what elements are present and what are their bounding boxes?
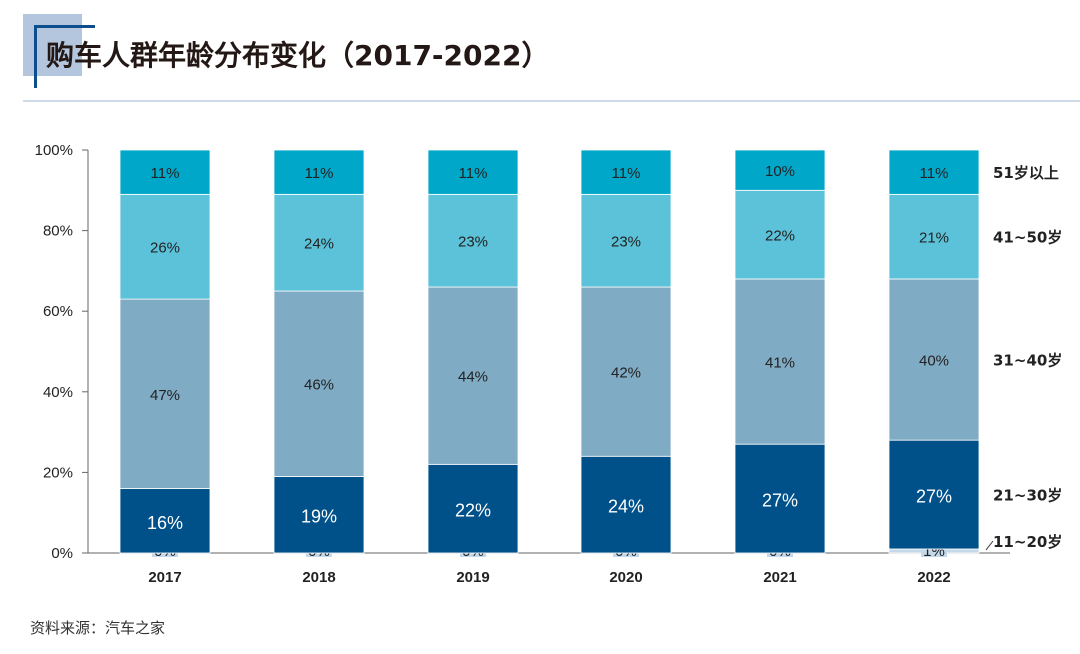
title-decoration-line [34, 25, 95, 28]
data-label: 24% [608, 497, 644, 517]
data-label: 27% [762, 491, 798, 511]
x-tick-label: 2020 [609, 569, 642, 586]
x-tick-label: 2018 [302, 569, 335, 586]
data-label: 11% [459, 165, 488, 182]
data-label: 47% [150, 387, 180, 404]
bar-segment [119, 298, 211, 489]
bar-segment [273, 149, 365, 195]
legend-label: 11~20岁 [993, 533, 1062, 551]
legend-label: 31~40岁 [993, 352, 1062, 370]
bar-segment [273, 193, 365, 292]
data-label: 22% [765, 228, 795, 245]
bar-segment [273, 476, 365, 554]
bar-segment [888, 439, 980, 550]
bar-segment [734, 443, 826, 554]
title-divider [23, 100, 1080, 102]
data-label: 22% [455, 501, 491, 521]
bar-segment [580, 149, 672, 195]
data-label: 11% [151, 165, 180, 182]
bar-segment [427, 149, 519, 195]
data-label: 42% [611, 365, 641, 382]
page-title: 购车人群年龄分布变化（2017-2022） [46, 39, 550, 72]
bar-segment [580, 455, 672, 554]
legend-leader-line [985, 540, 994, 551]
bar-segment [580, 286, 672, 457]
bar-segment [888, 149, 980, 195]
bar-segment [580, 193, 672, 288]
title-decoration [23, 14, 82, 76]
bar-segment [734, 189, 826, 280]
data-label: 27% [916, 487, 952, 507]
bar-segment [427, 463, 519, 554]
bar-segment [888, 193, 980, 280]
data-label: 11% [305, 165, 334, 182]
data-label: 26% [150, 240, 180, 257]
title-decoration-line [34, 25, 37, 88]
bar-segment [273, 290, 365, 477]
x-tick-label: 2022 [917, 569, 950, 586]
bar-segment [888, 278, 980, 441]
data-label: 21% [919, 230, 949, 247]
data-label: 11% [920, 165, 949, 182]
y-tick-label: 0% [51, 545, 73, 562]
y-tick-label: 80% [43, 223, 73, 240]
data-label: 44% [458, 369, 488, 386]
x-tick-label: 2021 [763, 569, 796, 586]
legend-label: 21~30岁 [993, 487, 1062, 505]
data-label: 24% [304, 236, 334, 253]
y-tick-label: 100% [35, 142, 73, 159]
data-label: 46% [304, 377, 334, 394]
data-label: 41% [765, 355, 795, 372]
bar-segment [427, 193, 519, 288]
data-label: 11% [612, 165, 641, 182]
y-tick-label: 20% [43, 464, 73, 481]
legend-label: 51岁以上 [993, 164, 1059, 182]
y-tick-label: 40% [43, 384, 73, 401]
x-tick-label: 2019 [456, 569, 489, 586]
data-label: 23% [611, 234, 641, 251]
data-label: 23% [458, 234, 488, 251]
bar-segment [119, 488, 211, 554]
bar-segment [427, 286, 519, 465]
bar-segment [119, 149, 211, 195]
bar-segment [734, 149, 826, 191]
y-tick-label: 60% [43, 303, 73, 320]
x-tick-label: 2017 [148, 569, 181, 586]
legend-label: 41~50岁 [993, 229, 1062, 247]
bar-segment [119, 193, 211, 300]
data-label: 16% [147, 513, 183, 533]
data-label: 40% [919, 353, 949, 370]
data-label: 19% [301, 507, 337, 527]
data-label: 10% [765, 163, 795, 180]
source-note: 资料来源：汽车之家 [30, 619, 166, 637]
bar-segment [734, 278, 826, 445]
